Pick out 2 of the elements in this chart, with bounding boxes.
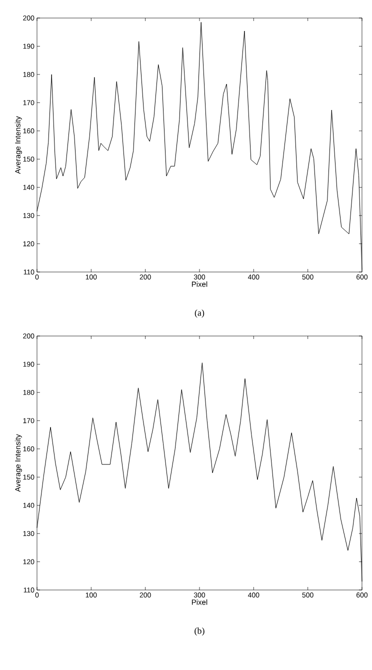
text: (a) <box>194 310 204 318</box>
text: (b) <box>194 628 204 636</box>
